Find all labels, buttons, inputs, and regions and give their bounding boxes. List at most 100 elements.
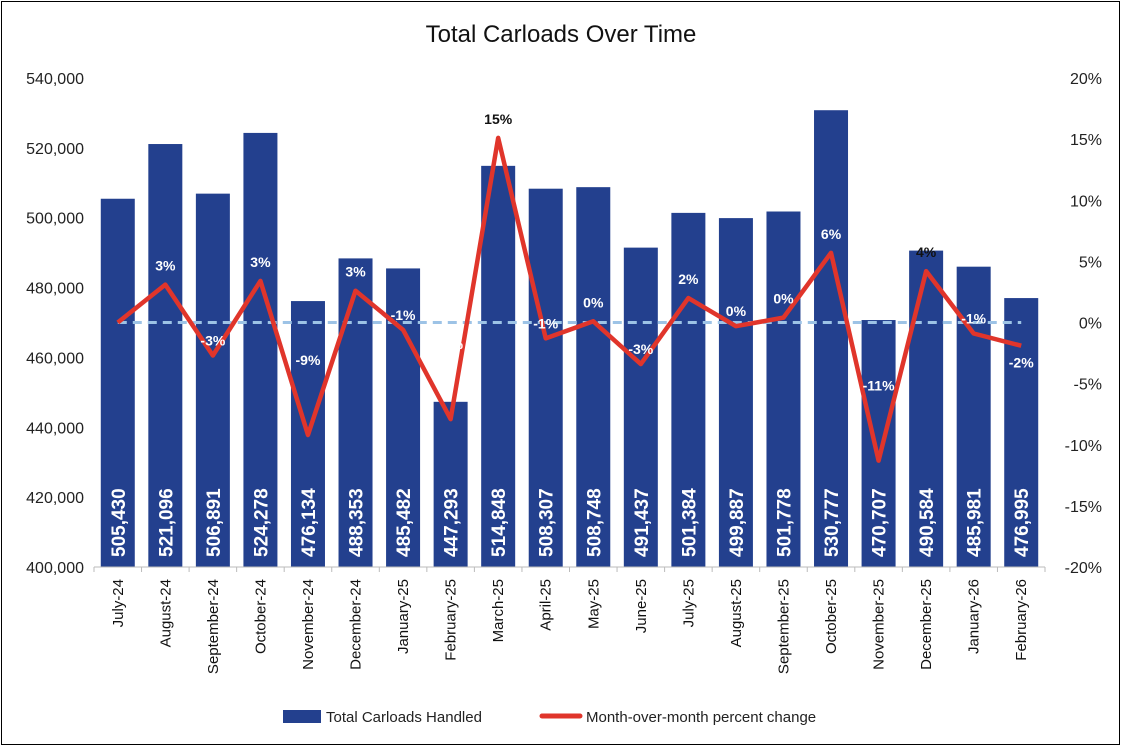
- bar: [814, 110, 849, 567]
- y-right-tick-label: 15%: [1070, 132, 1102, 149]
- x-tick-label: May-25: [585, 579, 602, 629]
- x-tick-label: January-25: [395, 579, 412, 654]
- y-left-tick-label: 440,000: [26, 420, 84, 437]
- bar: [671, 212, 706, 567]
- bar: [148, 144, 183, 567]
- bar: [433, 401, 468, 567]
- y-left-tick-label: 520,000: [26, 141, 84, 158]
- line-data-label: 0%: [726, 303, 747, 319]
- bar-data-label: 476,134: [299, 488, 320, 557]
- bar-data-label: 501,384: [679, 488, 700, 557]
- bar: [576, 187, 611, 568]
- x-tick-label: October-24: [252, 579, 269, 654]
- y-right-tick-label: -15%: [1065, 499, 1102, 516]
- bar: [528, 188, 563, 567]
- bar: [195, 193, 230, 567]
- line-data-label: -8%: [438, 336, 463, 352]
- bar: [766, 211, 801, 568]
- bar-data-label: 501,778: [774, 488, 795, 557]
- x-tick-label: August-24: [157, 579, 174, 647]
- bar-data-label: 499,887: [727, 488, 748, 557]
- x-tick-label: September-25: [775, 579, 792, 674]
- bar-data-label: 488,353: [347, 488, 368, 557]
- x-tick-label: August-25: [728, 579, 745, 647]
- x-tick-label: July-25: [680, 579, 697, 627]
- y-left-tick-label: 500,000: [26, 211, 84, 228]
- line-data-label: -3%: [200, 333, 225, 349]
- x-tick-label: February-26: [1013, 579, 1030, 661]
- x-tick-label: March-25: [490, 579, 507, 642]
- y-left-tick-label: 420,000: [26, 490, 84, 507]
- bar: [338, 258, 373, 567]
- x-tick-label: February-25: [443, 579, 460, 661]
- bar: [243, 132, 278, 567]
- x-tick-label: April-25: [538, 579, 555, 631]
- y-left-tick-label: 480,000: [26, 281, 84, 298]
- line-data-label: -2%: [1009, 355, 1034, 371]
- x-tick-label: November-24: [300, 579, 317, 670]
- y-right-tick-label: 5%: [1079, 254, 1102, 271]
- y-left-tick-label: 400,000: [26, 560, 84, 577]
- bar: [909, 250, 944, 567]
- x-tick-label: December-25: [918, 579, 935, 670]
- x-tick-label: October-25: [823, 579, 840, 654]
- bar: [861, 320, 896, 567]
- x-tick-label: June-25: [633, 579, 650, 633]
- y-right-tick-label: 10%: [1070, 193, 1102, 210]
- bar: [718, 218, 753, 567]
- line-data-label: 4%: [916, 244, 937, 260]
- line-data-label: -1%: [533, 315, 558, 331]
- bar-data-label: 508,748: [584, 488, 605, 557]
- legend: Total Carloads Handled Month-over-month …: [283, 709, 816, 726]
- line-data-label: 6%: [821, 226, 842, 242]
- bar-data-label: 490,584: [917, 488, 938, 557]
- bar-data-label: 508,307: [537, 488, 558, 557]
- line-data-label: -9%: [296, 352, 321, 368]
- bar-data-label: 506,891: [204, 488, 225, 557]
- bar: [623, 247, 658, 567]
- bar-data-label: 530,777: [822, 488, 843, 557]
- line-data-label: 3%: [345, 264, 366, 280]
- y-right-tick-label: -10%: [1065, 438, 1102, 455]
- legend-label-bars: Total Carloads Handled: [326, 709, 482, 726]
- y-left-tick-label: 540,000: [26, 71, 84, 88]
- bar-data-label: 485,482: [394, 488, 415, 557]
- line-data-label: 3%: [155, 258, 176, 274]
- line-data-label: -3%: [628, 341, 653, 357]
- legend-label-line: Month-over-month percent change: [586, 709, 816, 726]
- bar-data-label: 470,707: [870, 488, 891, 557]
- bar-data-label: 447,293: [442, 488, 463, 557]
- chart-title: Total Carloads Over Time: [426, 21, 697, 48]
- bar: [100, 198, 135, 567]
- line-data-label: -1%: [391, 307, 416, 323]
- line-data-label: 0%: [773, 291, 794, 307]
- line-data-label: 15%: [484, 111, 513, 127]
- line-data-label: 3%: [250, 254, 271, 270]
- x-tick-label: July-24: [110, 579, 127, 627]
- line-data-label: -11%: [863, 378, 895, 394]
- line-data-label: 2%: [678, 271, 699, 287]
- bar-data-label: 524,278: [251, 488, 272, 557]
- bar-data-label: 491,437: [632, 488, 653, 557]
- line-data-label: 0%: [583, 294, 604, 310]
- x-tick-label: November-25: [871, 579, 888, 670]
- bar: [481, 165, 516, 567]
- y-right-tick-label: -5%: [1074, 377, 1102, 394]
- y-left-tick-label: 460,000: [26, 350, 84, 367]
- bar-data-label: 476,995: [1012, 488, 1033, 557]
- legend-swatch-bars: [283, 710, 321, 723]
- x-tick-label: January-26: [966, 579, 983, 654]
- y-right-tick-label: 0%: [1079, 316, 1102, 333]
- percent-change-line: [116, 135, 1022, 463]
- bar-data-label: 485,981: [965, 488, 986, 557]
- y-right-tick-label: 20%: [1070, 71, 1102, 88]
- x-tick-label: September-24: [205, 579, 222, 674]
- line-data-label: -1%: [961, 311, 986, 327]
- x-tick-label: December-24: [348, 579, 365, 670]
- y-right-tick-label: -20%: [1065, 560, 1102, 577]
- bar-data-label: 514,848: [489, 488, 510, 557]
- bar-data-label: 521,096: [156, 488, 177, 557]
- bar-data-label: 505,430: [109, 488, 130, 557]
